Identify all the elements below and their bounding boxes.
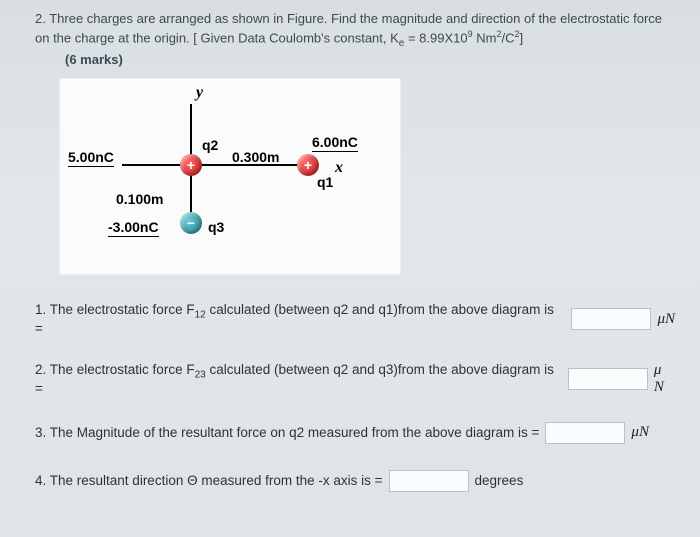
x-axis-label: x [335,159,343,177]
dist-x: 0.300m [232,149,279,165]
charge-q3: − [180,212,202,234]
problem-header: 2. Three charges are arranged as shown i… [35,10,675,69]
question-4: 4. The resultant direction Θ measured fr… [35,470,675,492]
header-line1: 2. Three charges are arranged as shown i… [35,10,675,28]
answer-input-4[interactable] [389,470,469,492]
y-axis-label: y [196,84,203,102]
questions: 1. The electrostatic force F12 calculate… [35,302,675,492]
question-3: 3. The Magnitude of the resultant force … [35,422,675,444]
unit-3: μN [631,424,649,441]
page: 2. Three charges are arranged as shown i… [0,0,700,537]
marks: (6 marks) [65,51,675,69]
dist-y: 0.100m [116,191,163,207]
q3-value: -3.00nC [108,219,159,237]
charge-q1: + [297,154,319,176]
charge-q2: + [180,154,202,176]
q2-value: 5.00nC [68,149,114,167]
q3-label: q3 [208,219,224,235]
figure: y x 5.00nC + q2 0.300m 6.00nC + q1 0.100… [60,79,400,274]
answer-input-3[interactable] [545,422,625,444]
q1-value: 6.00nC [312,134,358,152]
q1-label: q1 [317,174,333,190]
question-2: 2. The electrostatic force F23 calculate… [35,362,675,396]
question-1: 1. The electrostatic force F12 calculate… [35,302,675,336]
q2-label: q2 [202,137,218,153]
header-line2: on the charge at the origin. [ Given Dat… [35,28,675,51]
unit-2: μ N [654,362,675,396]
answer-input-1[interactable] [571,308,651,330]
unit-1: μN [657,311,675,328]
answer-input-2[interactable] [568,368,648,390]
unit-4: degrees [475,473,524,488]
